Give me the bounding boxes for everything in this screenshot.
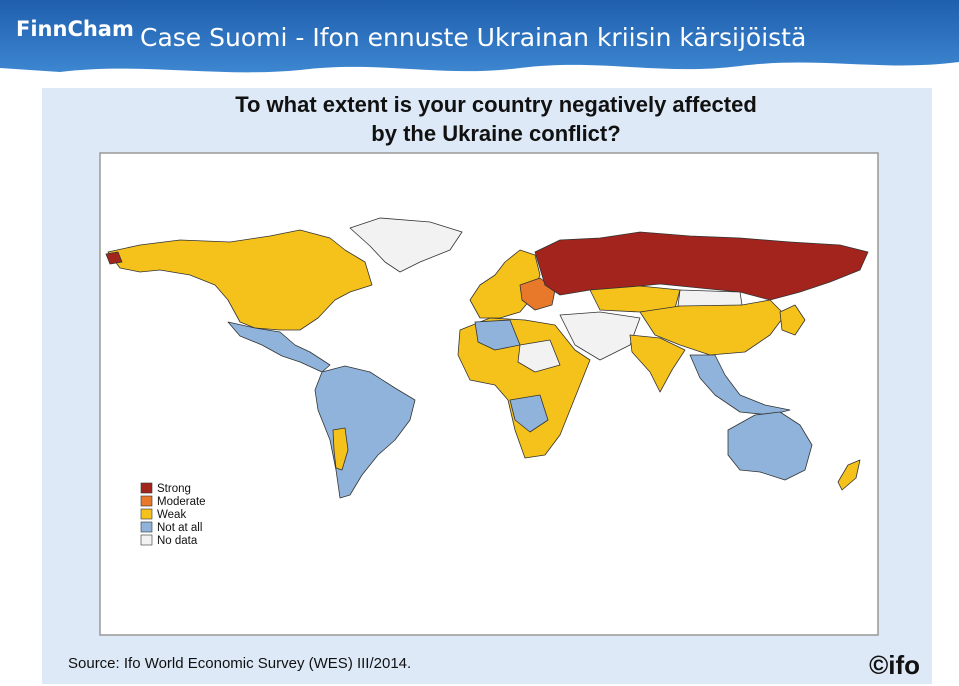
legend-swatch [140, 495, 153, 507]
region-middle-east [559, 311, 641, 361]
ifo-logo: ©ifo [869, 650, 920, 680]
legend-label: Not at all [157, 522, 202, 534]
region-india [629, 334, 686, 393]
region-new-zealand [837, 459, 861, 491]
legend-label: Weak [157, 509, 186, 521]
region-africa [457, 317, 591, 459]
map-frame [99, 152, 879, 636]
legend-label: No data [157, 535, 198, 547]
region-greenland [349, 217, 463, 273]
region-central-america [227, 321, 331, 373]
legend-label: Moderate [157, 496, 206, 508]
legend-swatch [140, 534, 153, 546]
region-southeast-asia [689, 354, 791, 416]
map-title: To what extent is your country negativel… [235, 92, 757, 117]
world-map [105, 217, 869, 499]
region-chukotka [105, 251, 123, 265]
region-north-africa [474, 319, 521, 351]
region-southern-africa [509, 394, 549, 433]
region-north-america [107, 229, 373, 331]
legend-swatch [140, 508, 153, 520]
region-australia [727, 411, 813, 481]
legend-swatch [140, 521, 153, 533]
legend-swatch [140, 482, 153, 494]
region-japan-korea [779, 304, 806, 336]
legend-label: Strong [157, 483, 191, 495]
header-logo: FinnCham [16, 17, 134, 41]
header-bar [0, 0, 959, 73]
region-chile [332, 427, 349, 471]
region-central-africa [517, 339, 561, 373]
source-note: Source: Ifo World Economic Survey (WES) … [68, 655, 411, 672]
region-china [639, 299, 786, 356]
header-title: Case Suomi - Ifon ennuste Ukrainan kriis… [140, 23, 806, 52]
map-title: by the Ukraine conflict? [371, 121, 620, 146]
